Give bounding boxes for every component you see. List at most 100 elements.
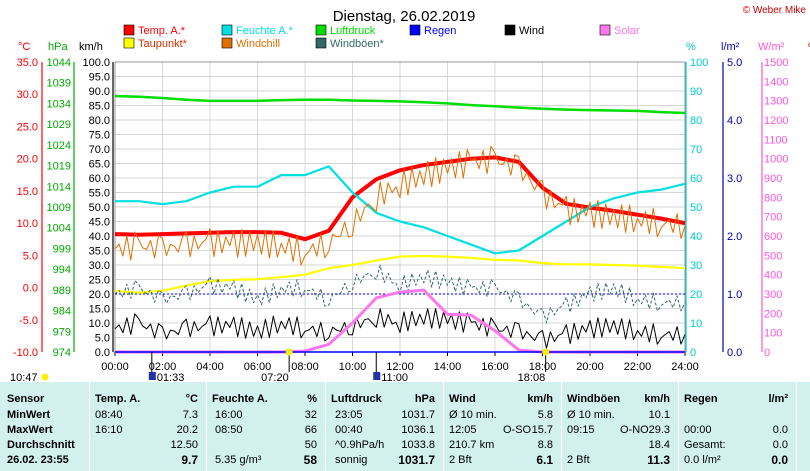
hpa-tick: 1029 xyxy=(47,119,71,131)
solar-tick: 100 xyxy=(764,328,782,340)
legend-swatch xyxy=(221,24,233,36)
x-tick-label: 08:00 xyxy=(291,361,319,373)
pct-tick: 60 xyxy=(690,173,702,185)
table-cell: O-NO xyxy=(620,424,649,436)
table-cell: 0.0 l/m² xyxy=(684,454,721,466)
header-rain: Regen xyxy=(684,393,718,405)
temp-tick: -5.0 xyxy=(19,315,38,327)
moon-icon xyxy=(148,372,156,380)
kmh-tick: 15.0 xyxy=(89,304,110,316)
header-gust: Windböen xyxy=(567,393,621,405)
x-tick-label: 20:00 xyxy=(576,361,604,373)
x-tick-label: 12:00 xyxy=(386,361,414,373)
solar-tick: 600 xyxy=(764,231,782,243)
pct-tick: 80 xyxy=(690,115,702,127)
x-tick-label: 00:00 xyxy=(101,361,129,373)
hpa-tick: 994 xyxy=(53,264,71,276)
legend-swatch xyxy=(221,37,233,49)
unit-label: W/m² xyxy=(758,41,785,53)
solar-tick: 1400 xyxy=(764,76,788,88)
solar-tick: 900 xyxy=(764,173,782,185)
temp-tick: 0.0 xyxy=(23,283,38,295)
pct-tick: 40 xyxy=(690,231,702,243)
temp-tick: 15.0 xyxy=(17,186,38,198)
temp-tick: 20.0 xyxy=(17,154,38,166)
series-line xyxy=(114,308,686,349)
table-cell: 1033.8 xyxy=(401,439,435,451)
rain-tick: 3.0 xyxy=(727,173,742,185)
kmh-tick: 5.0 xyxy=(95,333,110,345)
table-row: MaxWert 16:10 20.2 08:50 66 00:40 1036.1 12:05 O… xyxy=(0,423,810,437)
legend-swatch xyxy=(315,37,327,49)
header-hum-unit: % xyxy=(307,393,317,405)
series-line xyxy=(115,165,686,255)
pct-tick: 10 xyxy=(690,318,702,330)
time-marker-label: 01:33 xyxy=(157,372,185,382)
temp-tick: 10.0 xyxy=(17,218,38,230)
x-tick-label: 14:00 xyxy=(434,361,462,373)
rain-tick: 5.0 xyxy=(727,57,742,69)
hpa-tick: 1004 xyxy=(47,223,71,235)
table-cell: 9.7 xyxy=(181,453,198,467)
legend-label: Regen xyxy=(424,25,456,37)
table-cell: Gesamt: xyxy=(684,439,726,451)
table-cell: 6.1 xyxy=(536,453,553,467)
kmh-tick: 80.0 xyxy=(89,115,110,127)
kmh-tick: 35.0 xyxy=(89,246,110,258)
solar-tick: 1300 xyxy=(764,96,788,108)
kmh-tick: 10.0 xyxy=(89,318,110,330)
table-cell: 23:05 xyxy=(335,409,363,421)
legend-swatch xyxy=(315,24,327,36)
hpa-tick: 1039 xyxy=(47,78,71,90)
kmh-tick: 85.0 xyxy=(89,101,110,113)
legend-label: Windböen* xyxy=(330,38,385,50)
table-cell: 5.35 g/m³ xyxy=(215,454,262,466)
table-cell: 26.02. 23:55 xyxy=(7,454,69,466)
table-cell: 32 xyxy=(304,409,317,421)
hpa-tick: 1044 xyxy=(47,57,71,69)
table-cell: O-SO xyxy=(503,424,532,436)
legend-label: Windchill xyxy=(236,38,280,50)
time-markers: 10:47 01:33 07:20 11:00 18:08 xyxy=(10,348,550,382)
temp-tick: 35.0 xyxy=(17,57,38,69)
table-cell: sonnig xyxy=(335,454,368,466)
series-line xyxy=(114,145,686,266)
hpa-tick: 979 xyxy=(53,326,71,338)
hpa-tick: 1009 xyxy=(47,202,71,214)
table-cell: 12.50 xyxy=(170,439,198,451)
header-temp-unit: °C xyxy=(185,393,198,405)
series-line xyxy=(114,94,686,115)
hpa-tick: 1034 xyxy=(47,98,71,110)
x-tick-label: 22:00 xyxy=(624,361,652,373)
table-cell: MinWert xyxy=(7,409,51,421)
table-cell: 1036.1 xyxy=(401,424,435,436)
x-tick-label: 24:00 xyxy=(671,361,699,373)
temp-tick: -10.0 xyxy=(13,347,38,359)
legend: Temp. A.*Taupunkt* Feuchte A.*Windchill Lu… xyxy=(123,24,640,50)
kmh-tick: 0.0 xyxy=(95,347,110,359)
time-marker-label: 07:20 xyxy=(261,372,289,382)
pct-tick: 0 xyxy=(690,347,696,359)
solar-tick: 1000 xyxy=(764,154,788,166)
series-group xyxy=(114,94,686,354)
solar-tick: 1100 xyxy=(764,134,788,146)
table-cell: 0.0 xyxy=(772,439,788,451)
unit-label: % xyxy=(686,41,696,53)
header-wind: Wind xyxy=(449,393,476,405)
legend-label: Temp. A.* xyxy=(138,25,186,37)
kmh-tick: 65.0 xyxy=(89,159,110,171)
kmh-tick: 50.0 xyxy=(89,202,110,214)
kmh-tick: 60.0 xyxy=(89,173,110,185)
rain-tick: 0.0 xyxy=(727,347,742,359)
table-cell: 58 xyxy=(303,453,317,467)
table-cell: 16:10 xyxy=(95,424,123,436)
time-marker-label: 18:08 xyxy=(518,372,546,382)
kmh-tick: 20.0 xyxy=(89,289,110,301)
kmh-tick: 40.0 xyxy=(89,231,110,243)
pct-tick: 50 xyxy=(690,202,702,214)
header-rain-unit: l/m² xyxy=(768,393,788,405)
header-gust-unit: km/h xyxy=(644,393,670,405)
table-cell: 1031.7 xyxy=(398,453,435,467)
sun-icon xyxy=(542,348,550,356)
temp-tick: 5.0 xyxy=(23,250,38,262)
